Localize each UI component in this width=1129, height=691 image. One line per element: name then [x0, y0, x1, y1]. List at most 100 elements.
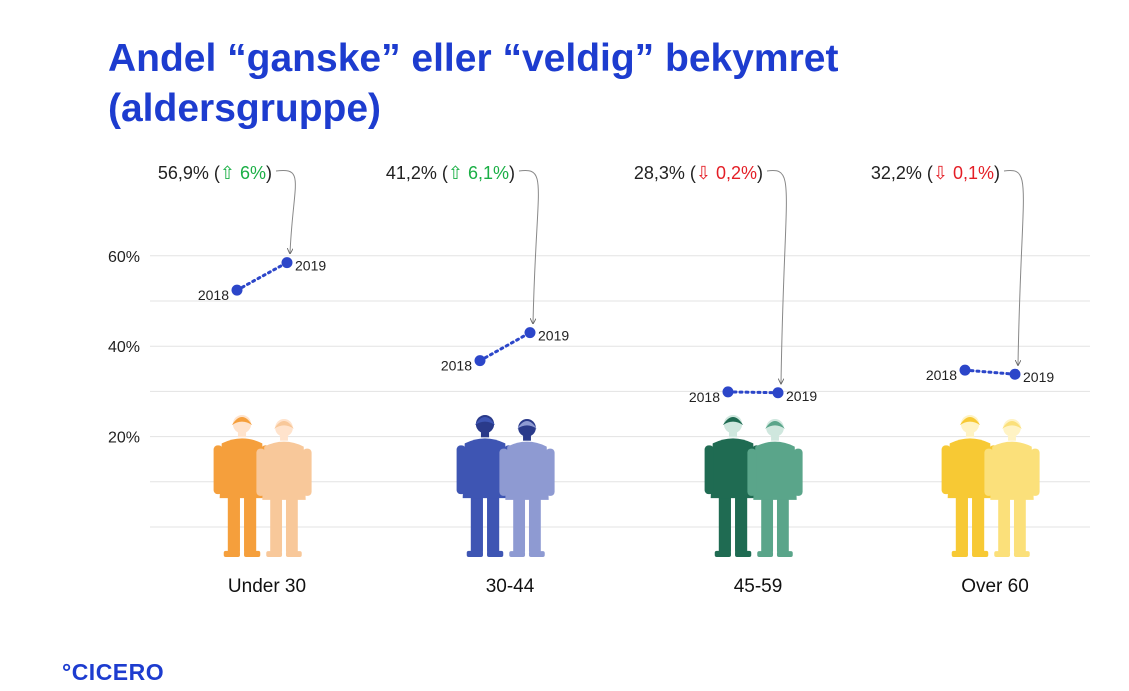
figure-shoe — [285, 551, 302, 557]
figure-arm — [213, 445, 223, 495]
figure-leg — [998, 495, 1011, 554]
figure-torso — [505, 441, 549, 500]
figure-arm — [984, 448, 994, 496]
figure-shoe — [1013, 551, 1030, 557]
category-label: Over 60 — [961, 576, 1029, 597]
figure-arm — [302, 448, 312, 496]
series-line — [235, 261, 289, 292]
series-line — [478, 331, 532, 363]
cicero-logo: °CICERO — [62, 659, 165, 685]
figure-arm — [456, 445, 466, 495]
group-3: Over 60 2018 2019 32,2% (⇩ 0,1%) — [871, 163, 1055, 597]
figure-hair — [722, 417, 744, 426]
figure-neck — [480, 431, 490, 438]
annotation-arrow — [1003, 170, 1024, 365]
figure-leg — [761, 495, 774, 554]
point-label-2019: 2019 — [538, 328, 569, 344]
people-illustration — [456, 415, 555, 557]
figure-shoe — [528, 551, 545, 557]
data-point-2019 — [772, 387, 784, 399]
data-point-2018 — [231, 284, 243, 296]
figure-leg — [470, 494, 483, 553]
figure-arm — [545, 448, 555, 496]
data-point-2019 — [1009, 368, 1021, 380]
figure-leg — [285, 495, 298, 554]
figure-torso — [753, 441, 797, 500]
point-label-2018: 2018 — [689, 389, 720, 405]
figure-hair — [765, 420, 785, 429]
figure-shoe — [487, 550, 504, 557]
page-title: Andel “ganske” eller “veldig” bekymret (… — [108, 34, 1068, 134]
figure-hair — [959, 417, 981, 426]
annotation: 28,3% (⇩ 0,2%) — [634, 163, 763, 183]
figure-shoe — [714, 550, 731, 557]
figure-hair — [231, 417, 253, 426]
figure-leg — [1013, 495, 1026, 554]
figure-shoe — [994, 551, 1011, 557]
title-line-1: Andel “ganske” eller “veldig” bekymret — [108, 37, 839, 80]
category-label: 30-44 — [486, 576, 535, 597]
point-label-2019: 2019 — [1023, 369, 1054, 385]
figure-leg — [227, 494, 240, 553]
figure-leg — [244, 494, 257, 553]
annotation-arrow — [275, 169, 296, 253]
figure-arm — [499, 448, 509, 496]
y-tick-label: 60% — [108, 249, 140, 266]
point-label-2019: 2019 — [295, 258, 326, 274]
figure-arm — [256, 448, 266, 496]
figure-neck — [1008, 434, 1016, 441]
figure-hair — [517, 420, 537, 429]
figure-neck — [523, 434, 531, 441]
annotation: 56,9% (⇧ 6%) — [158, 163, 272, 183]
figure-shoe — [757, 551, 774, 557]
annotation: 32,2% (⇩ 0,1%) — [871, 163, 1000, 183]
figure-leg — [955, 494, 968, 553]
figure-torso — [947, 438, 993, 499]
figure-shoe — [244, 550, 261, 557]
figure-torso — [262, 441, 306, 500]
series-line — [726, 390, 780, 395]
annotation: 41,2% (⇧ 6,1%) — [386, 163, 515, 183]
y-tick-label: 20% — [108, 430, 140, 447]
figure-leg — [735, 494, 748, 553]
figure-leg — [972, 494, 985, 553]
group-2: 45-59 2018 2019 28,3% (⇩ 0,2%) — [634, 163, 818, 597]
figure-arm — [747, 448, 757, 496]
figure-neck — [771, 434, 779, 441]
data-point-2018 — [959, 364, 971, 376]
data-point-2018 — [722, 386, 734, 398]
figure-shoe — [951, 550, 968, 557]
figure-arm — [793, 448, 803, 496]
people-illustration — [941, 415, 1040, 557]
figure-torso — [710, 438, 756, 499]
figure-leg — [487, 494, 500, 553]
people-illustration — [213, 415, 312, 557]
series-line — [963, 368, 1017, 376]
data-point-2019 — [281, 257, 293, 269]
figure-shoe — [972, 550, 989, 557]
figure-neck — [965, 431, 975, 438]
figure-neck — [280, 434, 288, 441]
point-label-2018: 2018 — [441, 358, 472, 374]
figure-shoe — [266, 551, 283, 557]
category-label: Under 30 — [228, 576, 306, 597]
figure-hair — [274, 420, 294, 429]
point-label-2019: 2019 — [786, 388, 817, 404]
category-label: 45-59 — [734, 576, 783, 597]
figure-shoe — [776, 551, 793, 557]
title-line-2: (aldersgruppe) — [108, 87, 382, 130]
figure-neck — [237, 431, 247, 438]
figure-shoe — [223, 550, 240, 557]
figure-leg — [528, 495, 541, 554]
y-tick-label: 40% — [108, 339, 140, 356]
point-label-2018: 2018 — [198, 287, 229, 303]
data-point-2019 — [524, 327, 536, 339]
figure-hair — [474, 417, 496, 426]
data-point-2018 — [474, 355, 486, 367]
annotation-arrow — [518, 169, 539, 323]
figure-torso — [462, 438, 508, 499]
group-0: Under 30 2018 2019 56,9% (⇧ 6%) — [158, 163, 327, 597]
figure-arm — [704, 445, 714, 495]
figure-shoe — [466, 550, 483, 557]
